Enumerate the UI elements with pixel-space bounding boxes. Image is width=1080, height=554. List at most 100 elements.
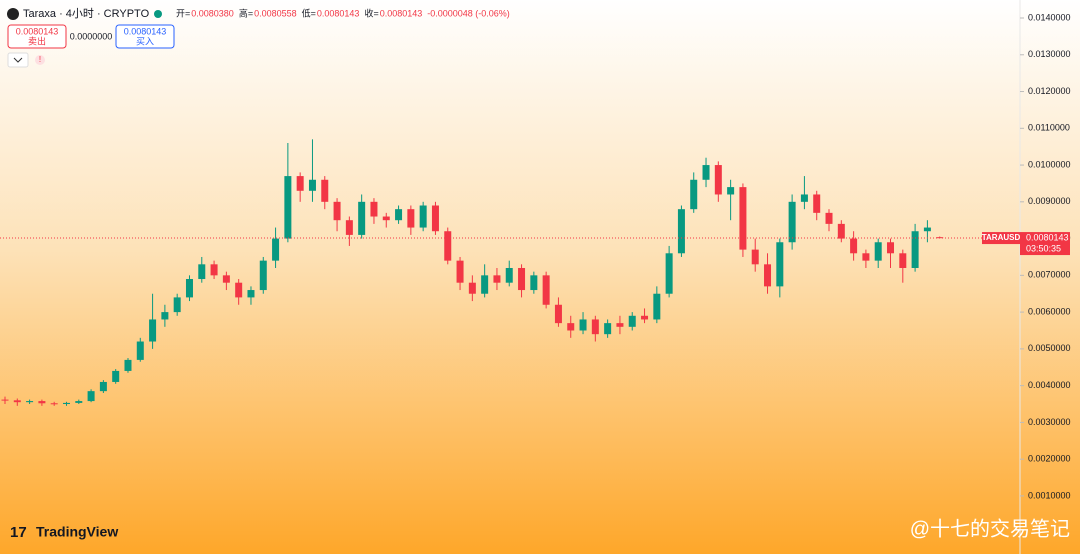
y-tick-label: 0.0020000 (1028, 454, 1071, 464)
candle-body (124, 359, 132, 371)
buy-button[interactable] (115, 24, 175, 49)
price-tag-box (1020, 232, 1070, 256)
y-tick-label: 0.0040000 (1028, 380, 1071, 390)
legend-label: 低= (302, 7, 316, 18)
candle-body (284, 176, 292, 239)
candle-body (641, 315, 649, 320)
sell-price: 0.0080143 (16, 26, 59, 36)
candle-body (518, 267, 526, 291)
candle-body (481, 275, 489, 294)
candle-body (764, 264, 772, 287)
candle-body (616, 323, 624, 327)
candle-body (173, 297, 181, 313)
status-dot (154, 10, 162, 18)
alert-mark: ! (39, 55, 41, 64)
candle-body (308, 179, 316, 191)
ohlc-legend: 开= 0.0080380 高= 0.0080558 低= 0.0080143 收= 0.008… (176, 7, 510, 18)
candle-body (567, 323, 575, 331)
legend-label: 开= (176, 8, 190, 18)
candle-body (714, 165, 722, 195)
price-tag: 0.0080143 (1026, 232, 1069, 242)
candle-body (923, 227, 931, 232)
y-tick-label: 0.0030000 (1028, 417, 1071, 427)
legend-value: 0.0080143 (380, 8, 423, 18)
legend-value: 0.0080143 (317, 8, 360, 18)
candle-body (862, 253, 870, 261)
buy-label: 买入 (136, 36, 154, 46)
candle-body (690, 179, 698, 210)
alert-icon (35, 55, 45, 65)
candle-body (296, 176, 304, 191)
symbol-tag-box (982, 232, 1020, 245)
symbol-icon (7, 8, 19, 20)
watermark: TradingView (36, 524, 118, 540)
y-tick-label: 0.0060000 (1028, 306, 1071, 316)
candle-body (653, 293, 661, 320)
candle-body (776, 242, 784, 287)
candle-body (788, 201, 796, 243)
symbol-title: Taraxa · 4小时 · CRYPTO (23, 7, 150, 20)
candle-body (272, 238, 280, 261)
y-tick-label: 0.0140000 (1028, 12, 1071, 22)
collapse-button[interactable] (7, 52, 29, 68)
countdown: 03:50:35 (1026, 243, 1061, 253)
candle-body (345, 220, 353, 235)
candle-body (358, 201, 366, 235)
candle-body (38, 401, 46, 404)
candle-body (222, 275, 230, 283)
candle-body (800, 194, 808, 202)
candle-body (591, 319, 599, 335)
candle-body (395, 209, 403, 221)
candle-body (161, 312, 169, 320)
spread: 0.0000000 (70, 31, 113, 41)
candle-body (825, 212, 833, 224)
candle-body (739, 187, 747, 250)
candle-body (554, 304, 562, 324)
candle-body (628, 315, 636, 327)
candle-body (50, 403, 58, 405)
y-tick-label: 0.0010000 (1028, 490, 1071, 500)
candle-body (530, 275, 538, 291)
candle-body (149, 319, 157, 342)
candle-body (837, 223, 845, 239)
candle-body (887, 242, 895, 254)
legend-change: -0.0000048 (-0.06%) (427, 8, 510, 18)
buy-price: 0.0080143 (124, 26, 167, 36)
candle-body (198, 264, 206, 280)
candle-body (247, 290, 255, 298)
candle-body (493, 275, 501, 283)
candle-body (13, 400, 21, 403)
sell-button[interactable] (7, 24, 67, 49)
candle-body (370, 201, 378, 217)
candle-body (505, 267, 513, 283)
legend-value: 0.0080380 (191, 8, 234, 18)
candle-body (468, 282, 476, 294)
candle-body (604, 323, 612, 335)
candle-body (210, 264, 218, 276)
candle-body (136, 341, 144, 360)
candle-body (727, 187, 735, 195)
candle-body (407, 209, 415, 228)
candle-body (1, 399, 9, 401)
candle-body (185, 279, 193, 298)
candle-body (850, 238, 858, 254)
candle-body (874, 242, 882, 261)
candle-body (542, 275, 550, 305)
plot-area: 0.0010000 0.0020000 0.0030000 0.0040000 0.00… (0, 12, 1071, 500)
candle-body (899, 253, 907, 268)
y-tick-label: 0.0070000 (1028, 270, 1071, 280)
candle-body (87, 391, 95, 402)
legend-label: 高= (239, 7, 253, 18)
candle-body (813, 194, 821, 213)
watermark-logo: 17 (10, 524, 27, 541)
credit: @十七的交易笔记 (910, 517, 1070, 540)
candle-body (911, 231, 919, 268)
candle-body (333, 201, 341, 221)
candle-body (112, 370, 120, 382)
y-tick-label: 0.0090000 (1028, 196, 1071, 206)
candle-body (259, 260, 267, 291)
sell-label: 卖出 (28, 35, 46, 46)
